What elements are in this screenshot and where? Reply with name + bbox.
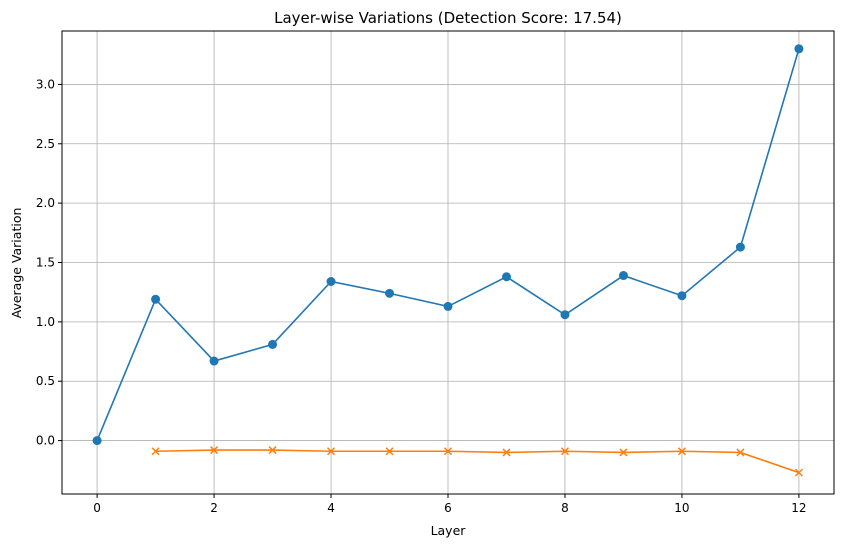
y-axis-label: Average Variation bbox=[9, 208, 24, 319]
series-2 bbox=[151, 446, 803, 477]
data-point bbox=[735, 242, 745, 252]
data-point bbox=[326, 276, 336, 286]
data-point bbox=[619, 448, 628, 457]
x-tick-label: 2 bbox=[210, 501, 218, 515]
y-tick-label: 3.0 bbox=[36, 77, 55, 91]
x-tick-label: 10 bbox=[674, 501, 689, 515]
y-tick-label: 1.5 bbox=[36, 256, 55, 270]
data-point bbox=[794, 468, 803, 477]
data-point bbox=[794, 44, 804, 54]
series-line bbox=[155, 449, 800, 474]
y-tick-label: 1.0 bbox=[36, 315, 55, 329]
y-axis-ticks: 0.0 0.5 1.0 1.5 2.0 2.5 3.0 bbox=[36, 77, 62, 448]
data-point bbox=[385, 288, 395, 298]
data-point bbox=[560, 310, 570, 320]
y-tick-label: 2.0 bbox=[36, 196, 55, 210]
series-1 bbox=[92, 44, 804, 446]
data-point bbox=[210, 446, 219, 455]
x-tick-label: 4 bbox=[327, 501, 335, 515]
data-point bbox=[502, 448, 511, 457]
x-tick-label: 6 bbox=[444, 501, 452, 515]
y-tick-label: 2.5 bbox=[36, 137, 55, 151]
data-point bbox=[677, 291, 687, 301]
data-point bbox=[736, 448, 745, 457]
data-point bbox=[326, 447, 336, 456]
x-tick-label: 12 bbox=[791, 501, 806, 515]
data-point bbox=[268, 339, 278, 349]
data-point bbox=[618, 271, 628, 281]
chart-title: Layer-wise Variations (Detection Score: … bbox=[274, 9, 622, 27]
data-point bbox=[443, 301, 453, 311]
data-point bbox=[209, 356, 219, 366]
x-axis-label: Layer bbox=[431, 523, 467, 538]
x-tick-label: 0 bbox=[93, 501, 101, 515]
data-point bbox=[268, 446, 277, 455]
data-point bbox=[560, 447, 570, 456]
data-point bbox=[501, 272, 511, 282]
grid-lines bbox=[62, 31, 834, 494]
data-point bbox=[677, 447, 686, 456]
data-point bbox=[385, 447, 394, 456]
y-tick-label: 0.5 bbox=[36, 374, 55, 388]
x-tick-label: 8 bbox=[561, 501, 569, 515]
plot-series bbox=[92, 44, 804, 477]
data-point bbox=[92, 436, 102, 446]
data-point bbox=[151, 447, 160, 456]
data-point bbox=[443, 447, 453, 456]
y-tick-label: 0.0 bbox=[36, 434, 55, 448]
x-axis-ticks: 0 2 4 6 8 10 12 bbox=[93, 494, 807, 515]
data-point bbox=[151, 294, 161, 304]
